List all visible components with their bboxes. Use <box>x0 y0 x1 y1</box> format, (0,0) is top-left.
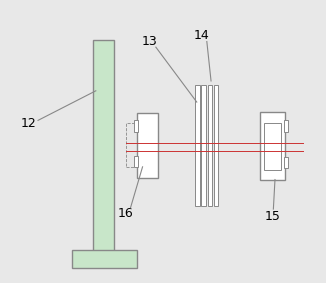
Bar <box>214 85 218 206</box>
Bar <box>284 120 288 132</box>
Bar <box>260 112 285 179</box>
Bar <box>93 40 114 254</box>
Bar <box>284 157 288 168</box>
Bar <box>208 85 212 206</box>
Bar <box>72 250 137 268</box>
Text: 13: 13 <box>142 35 158 48</box>
Bar <box>196 85 200 206</box>
Bar <box>137 113 158 178</box>
Text: 14: 14 <box>194 29 210 42</box>
Bar <box>264 123 281 170</box>
Bar <box>201 85 206 206</box>
Text: 15: 15 <box>265 210 281 223</box>
Bar <box>126 123 137 167</box>
Bar <box>134 156 138 167</box>
Text: 16: 16 <box>118 207 134 220</box>
Bar <box>134 120 138 132</box>
Text: 12: 12 <box>21 117 36 130</box>
